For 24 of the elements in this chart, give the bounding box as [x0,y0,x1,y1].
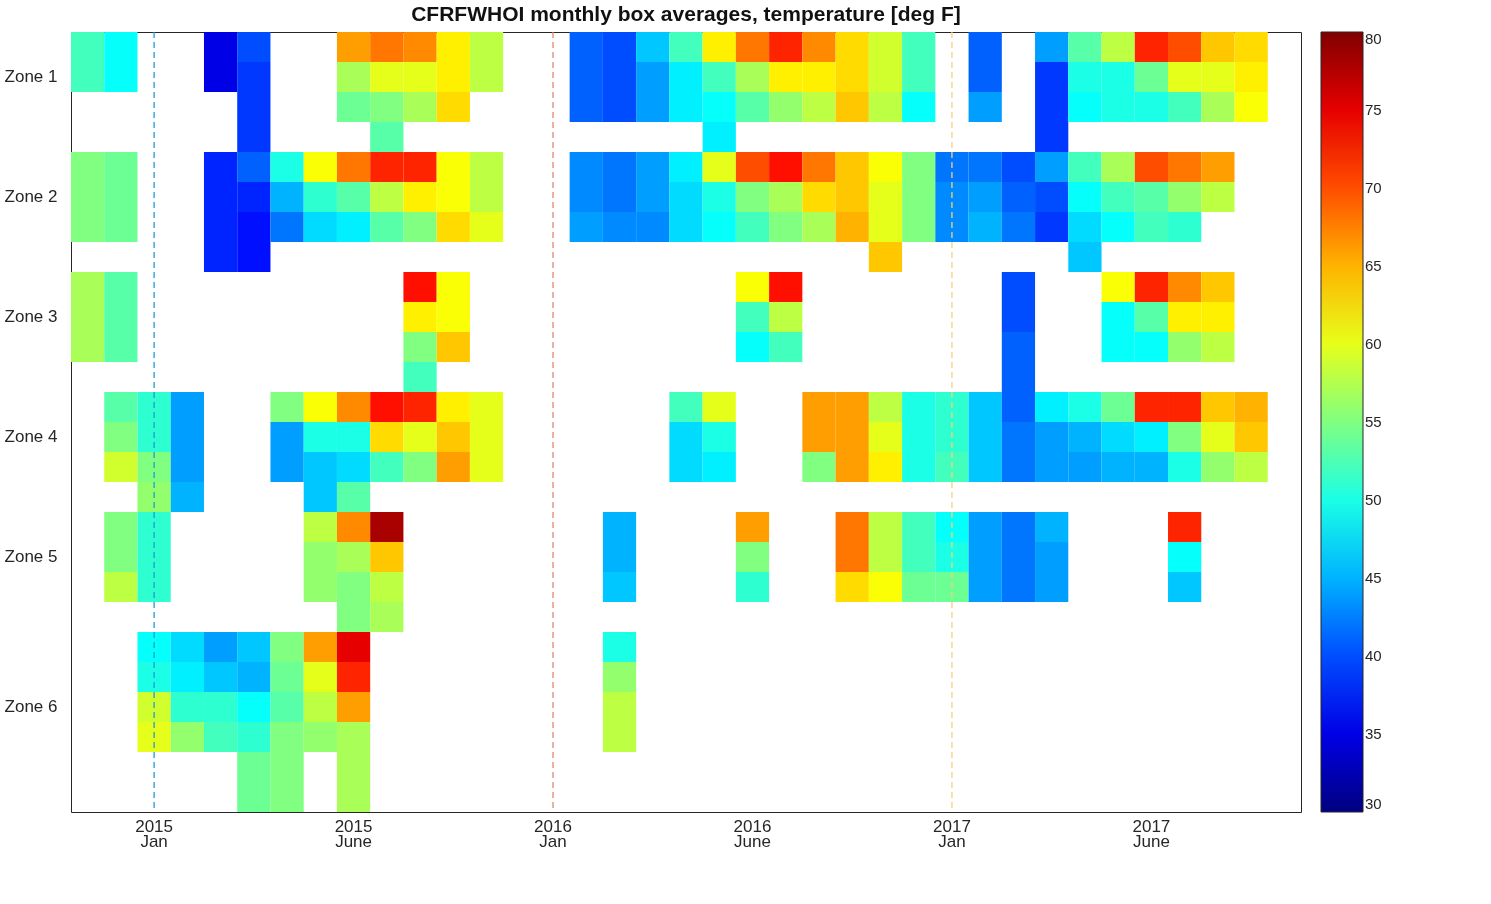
color-bar-label: 75 [1365,101,1382,118]
y-tick-label: Zone 5 [4,547,58,566]
x-tick-label: 2015 June [334,816,373,851]
x-tick-label: 2015 Jan [135,816,174,851]
color-bar-label: 50 [1365,491,1382,508]
y-tick-label: Zone 3 [4,307,58,326]
y-tick-label: Zone 4 [4,427,58,446]
color-bar-label: 30 [1365,795,1382,812]
x-tick-label: 2016 Jan [534,816,572,851]
x-tick-label: 2017 June [1132,816,1171,851]
y-tick-label: Zone 2 [4,187,58,206]
color-bar-label: 60 [1365,335,1382,352]
x-tick-label: 2017 Jan [933,816,971,851]
color-bar-label: 70 [1365,179,1382,196]
y-tick-label: Zone 6 [4,697,58,716]
y-tick-label: Zone 1 [4,67,58,86]
color-bar-label: 55 [1365,413,1382,430]
color-bar-label: 45 [1365,569,1382,586]
x-tick-label: 2016 June [733,816,772,851]
color-bar-label: 80 [1365,30,1382,47]
color-bar-label: 40 [1365,647,1382,664]
color-bar-label: 65 [1365,257,1382,274]
color-bar-label: 35 [1365,725,1382,742]
chart-title: CFRFWHOI monthly box averages, temperature [deg F] [411,2,961,26]
